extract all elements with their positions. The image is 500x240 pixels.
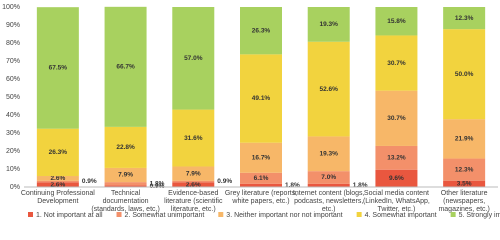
y-tick-label: 10% [6,166,20,173]
bar-segment [375,169,418,187]
legend-swatch [356,212,362,217]
y-tick-label: 100% [2,4,20,11]
legend-swatch [450,212,456,217]
bar-segment [307,41,350,137]
value-label: 15.8% [387,18,406,25]
value-label: 66.7% [116,64,135,71]
x-tick-label: Evidence-based literature (scientific lite… [164,190,223,213]
value-label: 2.6% [50,181,65,188]
value-label: 0.9% [150,183,165,190]
bar-segment [36,7,79,129]
bar-segment [36,182,79,187]
value-label: 16.7% [252,154,271,161]
y-tick-label: 50% [6,94,20,101]
y-tick-label: 70% [6,58,20,65]
bar-segment [36,176,79,181]
value-label: 1.8% [150,180,165,187]
value-label: 22.8% [116,144,135,151]
value-label: 9.6% [389,175,404,182]
bar-segment [240,172,282,184]
value-label: 0.9% [82,178,97,185]
x-tick-label: Social media content (LinkedIn, WhatsApp,… [363,190,430,213]
y-tick-label: 0% [10,184,20,191]
x-tick-label: Grey literature (reports, white papers, e… [225,190,297,205]
y-tick-label: 40% [6,112,20,119]
bar-segment [443,180,486,187]
bar-segment [375,90,418,146]
value-label: 1.8% [285,182,300,189]
value-label: 1.8% [353,182,368,189]
value-label: 13.2% [387,155,406,162]
value-label: 7.9% [186,170,201,177]
value-label: 52.6% [319,86,338,93]
value-label: 7.9% [118,172,133,179]
bar-segment [375,7,418,36]
value-label: 6.1% [254,175,269,182]
bar-segment [240,54,282,143]
legend-swatch [116,212,122,217]
value-label: 57.0% [184,55,203,62]
x-tick-label: Technical documentation (standards, laws, … [91,190,159,213]
bar-segment [375,145,418,170]
bar-segment [104,6,147,127]
value-label: 3.5% [457,181,472,188]
value-label: 67.5% [49,65,68,72]
chart: 0% 10% 20% 30% 40% 50% 60% 70% 80% 90% 100% 2.6% 0.9… [2,4,500,219]
value-label: 2.6% [186,181,201,188]
bar-segment [307,7,350,42]
bar-segment [172,109,215,167]
bar-segment [307,183,350,187]
bar-segment [443,7,486,30]
y-tick-label: 80% [6,40,20,47]
y-tick-label: 30% [6,130,20,137]
value-label: 30.7% [387,115,406,122]
bar-segment [307,136,350,172]
bar-segment [443,119,486,159]
value-label: 26.3% [252,27,271,34]
bar-segment [172,180,215,183]
value-label: 49.1% [252,95,271,102]
bar-segment [443,29,486,120]
value-label: 0.9% [217,178,232,185]
bar-segment [172,182,215,187]
y-tick-label: 60% [6,76,20,83]
value-label: 26.3% [49,149,68,156]
legend-label: 5. Strongly important [459,212,500,219]
bar-segment [36,180,79,183]
x-tick-label: Other literature (newspapers, magazines, e… [438,190,489,213]
bar-segment [104,126,147,168]
value-label: 21.9% [455,136,474,143]
bar-segment [172,7,215,110]
legend-label: 4. Somewhat important [365,212,437,219]
bar-segment [104,182,147,186]
y-tick-label: 90% [6,22,20,29]
bar-segment [104,167,147,183]
bar-segment [104,185,147,187]
legend-label: 2. Somewhat unimportant [125,212,205,219]
value-label: 19.3% [319,151,338,158]
bar-segment [240,7,282,55]
bar-segment [443,158,486,181]
value-label: 50.0% [455,71,474,78]
bar-segment [240,142,282,173]
value-label: 2.6% [50,175,65,182]
x-tick-label: Internet content (blogs, podcasts, newsle… [293,190,365,213]
value-label: 12.3% [455,15,474,22]
x-tick-label: Continuing Professional Development [21,190,95,205]
legend-swatch [28,212,33,217]
y-tick-label: 20% [6,148,20,155]
legend-label: 1. Not important at all [36,212,103,219]
value-label: 7.0% [321,174,336,181]
value-label: 19.3% [319,21,338,28]
bar-segment [240,183,282,187]
value-label: 30.7% [387,60,406,67]
value-label: 31.6% [184,135,203,142]
bar-segment [307,171,350,184]
bar-segment [36,128,79,177]
bar-segment [172,166,215,181]
value-label: 12.3% [455,166,474,173]
bar-segment [375,35,418,91]
legend-label: 3. Neither important nor not important [226,212,342,219]
legend-swatch [218,212,224,217]
